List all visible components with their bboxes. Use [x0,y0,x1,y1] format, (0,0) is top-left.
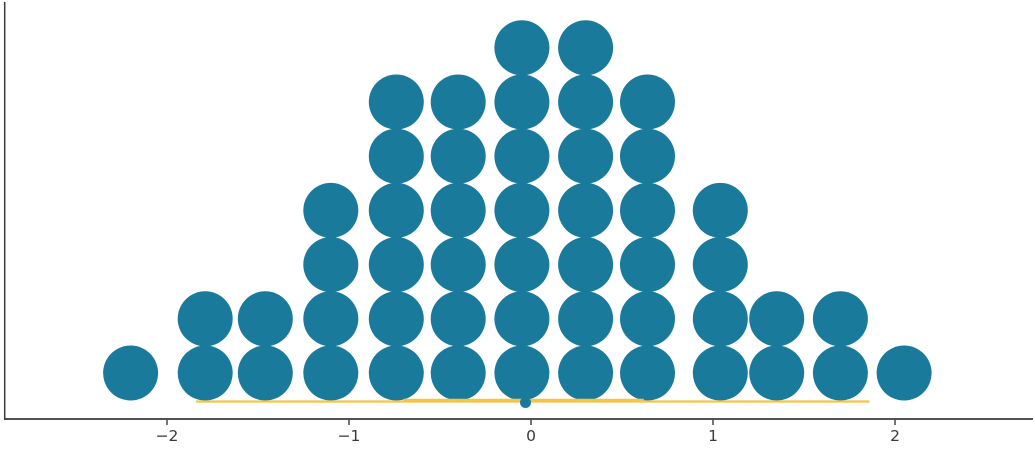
data-dot [430,345,486,401]
data-dot [237,345,293,401]
data-dot [303,291,359,347]
data-dot [430,128,486,184]
data-dot [558,237,614,293]
data-dot [237,291,293,347]
data-dot [177,345,233,401]
data-dot [620,291,675,347]
x-tick-label: 1 [708,427,718,445]
data-dot [620,74,675,130]
data-dot [692,345,748,401]
x-tick-label: −1 [338,427,361,445]
data-dot [368,237,424,293]
data-dot [430,237,486,293]
data-dot [494,128,550,184]
data-dot [876,345,932,401]
data-dot [749,345,805,401]
data-dot [620,237,675,293]
data-dot [368,182,424,238]
data-dot [558,182,614,238]
data-dot [692,182,748,238]
data-dot [692,291,748,347]
data-dot [558,20,614,76]
data-dot [103,345,159,401]
data-dot [368,345,424,401]
data-dot [558,291,614,347]
data-dot [303,182,359,238]
data-dot [620,128,675,184]
data-dot [558,74,614,130]
data-dot [812,345,868,401]
x-tick-label: 0 [526,427,536,445]
data-dot [494,20,550,76]
data-dot [494,345,550,401]
data-dot [494,182,550,238]
data-dot [558,345,614,401]
data-dot [368,291,424,347]
data-dot [368,74,424,130]
data-dot [368,128,424,184]
data-dot [620,345,675,401]
data-dot [494,237,550,293]
x-tick-label: 2 [890,427,900,445]
x-tick-label: −2 [156,427,179,445]
data-dot [558,128,614,184]
data-dot [749,291,805,347]
data-dot [494,74,550,130]
data-dot [494,291,550,347]
data-dot [430,74,486,130]
data-dot [303,237,359,293]
data-dot [177,291,233,347]
data-dot [430,291,486,347]
data-dot [620,182,675,238]
data-dot [692,237,748,293]
marker-dot [520,397,531,408]
data-dot [430,182,486,238]
data-dot [812,291,868,347]
data-dot [303,345,359,401]
